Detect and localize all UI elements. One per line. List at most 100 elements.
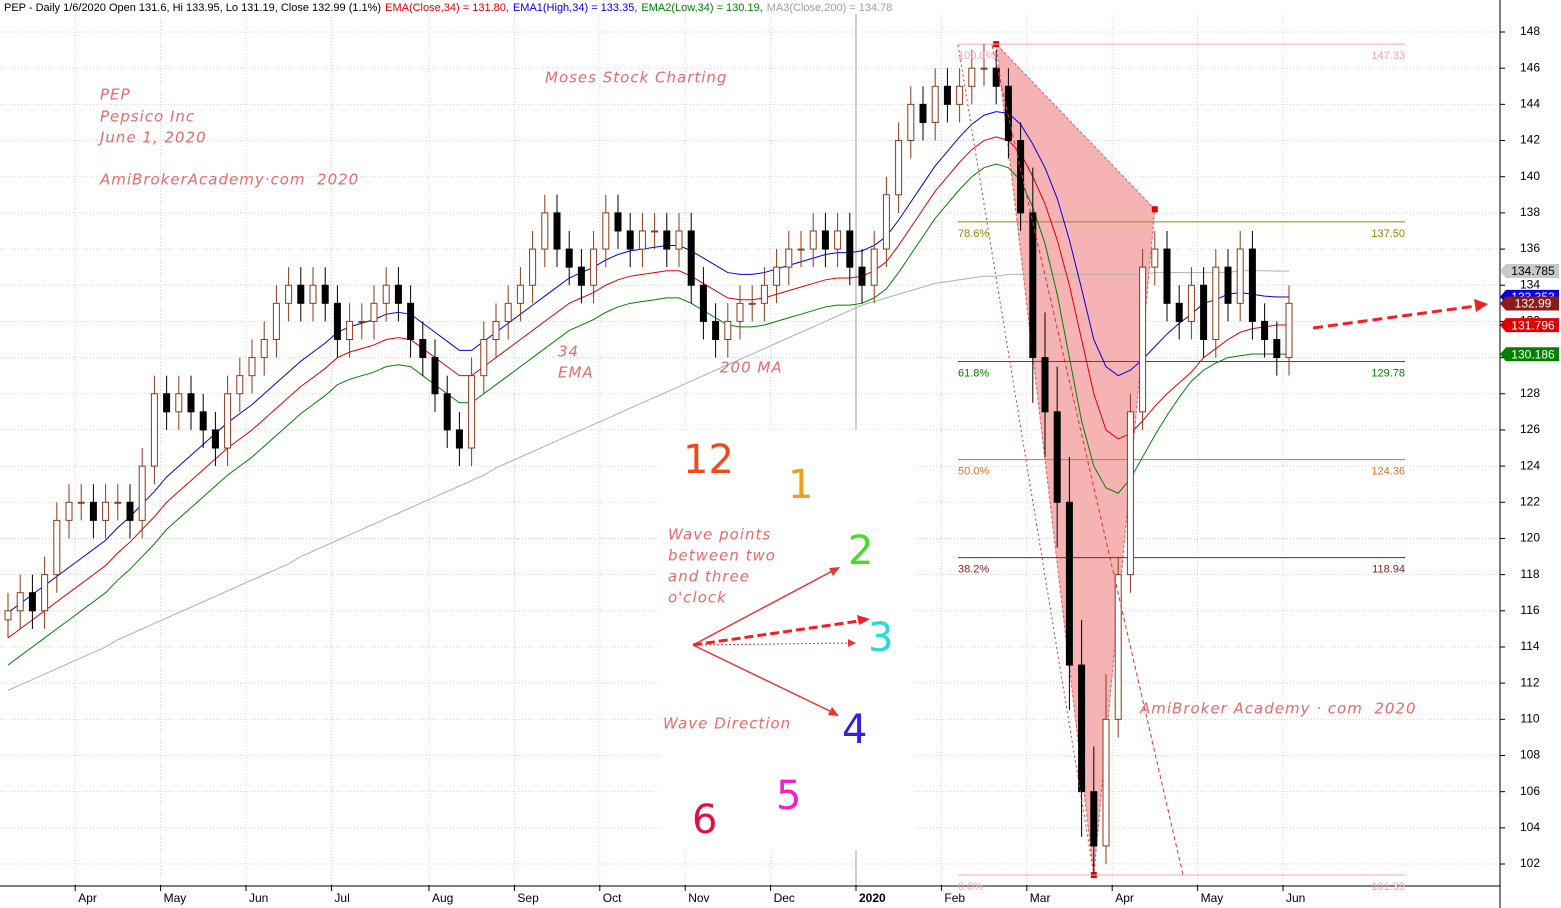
candle-body bbox=[1273, 338, 1281, 359]
candle-body bbox=[773, 266, 781, 286]
candle-body bbox=[468, 375, 476, 449]
overlay-layer bbox=[692, 44, 1488, 876]
y-tick-label: 112 bbox=[1520, 675, 1539, 689]
fib-label: 100.0% bbox=[958, 50, 996, 62]
candle-body bbox=[882, 194, 890, 250]
annotation: Moses Stock Charting bbox=[545, 69, 727, 87]
fib-label: 78.6% bbox=[958, 228, 989, 240]
y-tick-label: 136 bbox=[1520, 241, 1540, 255]
x-tick-label: Nov bbox=[688, 891, 709, 905]
y-tick-label: 146 bbox=[1520, 60, 1540, 74]
candle-body bbox=[455, 429, 463, 449]
candle-body bbox=[724, 320, 732, 340]
price-tag-label: 131.796 bbox=[1511, 318, 1555, 332]
y-tick-label: 126 bbox=[1520, 422, 1540, 436]
clock-number: 5 bbox=[776, 773, 801, 819]
header-segment: EMA1(High,34) = 133.35, bbox=[513, 2, 637, 14]
header-segment: PEP - Daily 1/6/2020 Open 131.6, Hi 133.… bbox=[4, 2, 381, 14]
clock-number: 12 bbox=[683, 437, 734, 483]
candle-body bbox=[1175, 302, 1183, 322]
candle-body bbox=[577, 266, 585, 286]
x-tick-label: Mar bbox=[1030, 891, 1051, 905]
y-tick-label: 116 bbox=[1520, 603, 1539, 617]
annotation: 34 bbox=[558, 343, 579, 361]
y-tick-label: 104 bbox=[1520, 820, 1540, 834]
arrow-head bbox=[857, 615, 870, 625]
candle-body bbox=[65, 501, 73, 521]
candle-body bbox=[736, 302, 744, 322]
candle-body bbox=[590, 248, 598, 286]
candle-body bbox=[480, 338, 488, 377]
y-tick-label: 120 bbox=[1520, 531, 1540, 545]
candle-body bbox=[407, 302, 415, 340]
x-tick-label: Sep bbox=[517, 891, 539, 905]
header-segment: EMA(Close,34) = 131.80, bbox=[385, 2, 509, 14]
candle-body bbox=[53, 519, 61, 576]
price-tag bbox=[1500, 318, 1559, 333]
arrow bbox=[692, 567, 839, 646]
arrow-head bbox=[828, 707, 839, 716]
price-tag-label: 134.785 bbox=[1511, 264, 1555, 278]
overlay-line bbox=[7, 111, 1289, 614]
candle-body bbox=[1065, 501, 1073, 666]
candle-body bbox=[858, 266, 866, 286]
y-tick-label: 114 bbox=[1520, 639, 1539, 653]
annotation: between two bbox=[668, 547, 776, 565]
candle-body bbox=[126, 501, 134, 521]
candle-body bbox=[89, 501, 97, 521]
candle-body bbox=[1004, 85, 1012, 142]
header-segment: MA3(Close,200) = 134.78 bbox=[767, 2, 893, 14]
candle-body bbox=[41, 574, 49, 612]
candle-body bbox=[443, 393, 451, 431]
candle-body bbox=[102, 501, 110, 521]
candle-body bbox=[382, 284, 390, 304]
candle-body bbox=[1017, 140, 1025, 214]
candle-body bbox=[943, 85, 951, 105]
fib-value: 124.36 bbox=[1371, 465, 1405, 477]
y-tick-label: 128 bbox=[1520, 386, 1540, 400]
candle-body bbox=[138, 465, 146, 521]
candle-body bbox=[602, 212, 610, 250]
candle-body bbox=[358, 320, 366, 323]
clock-number: 1 bbox=[788, 462, 813, 508]
clock-number: 6 bbox=[692, 797, 717, 843]
y-tick-label: 142 bbox=[1520, 133, 1540, 147]
candle-body bbox=[297, 284, 305, 304]
candle-body bbox=[1248, 248, 1256, 322]
y-tick-label: 134 bbox=[1520, 277, 1540, 291]
candle-body bbox=[248, 357, 256, 377]
x-tick-label: May bbox=[1201, 891, 1224, 905]
candle-body bbox=[77, 501, 85, 504]
candle-body bbox=[565, 248, 573, 268]
candle-body bbox=[760, 284, 768, 304]
fib-value: 101.39 bbox=[1371, 881, 1405, 893]
fib-label: 61.8% bbox=[958, 367, 989, 379]
candle-body bbox=[797, 248, 805, 251]
arrow bbox=[692, 618, 867, 647]
fib-label: 38.2% bbox=[958, 564, 989, 576]
fib-value: 137.50 bbox=[1371, 228, 1405, 240]
price-tag bbox=[1500, 296, 1559, 311]
clock-number: 4 bbox=[842, 707, 867, 753]
price-tag-label: 132.99 bbox=[1515, 297, 1552, 311]
y-tick-label: 124 bbox=[1520, 458, 1540, 472]
candle-body bbox=[1200, 284, 1208, 340]
fib-value: 129.78 bbox=[1371, 367, 1405, 379]
candle-body bbox=[175, 393, 183, 413]
candle-body bbox=[28, 592, 36, 612]
y-tick-label: 122 bbox=[1520, 494, 1540, 508]
header: PEP - Daily 1/6/2020 Open 131.6, Hi 133.… bbox=[4, 2, 892, 14]
candle-body bbox=[529, 248, 537, 286]
annotation: Wave Direction bbox=[663, 715, 791, 733]
fib-value: 147.33 bbox=[1371, 50, 1405, 62]
candle-body bbox=[236, 375, 244, 395]
candle-body bbox=[1029, 212, 1037, 359]
candle-body bbox=[419, 338, 427, 359]
candle-body bbox=[1187, 284, 1195, 322]
candle-body bbox=[333, 302, 341, 340]
arrow-head bbox=[1474, 299, 1488, 312]
annotation: 200 MA bbox=[720, 359, 783, 377]
candle-body bbox=[907, 103, 915, 142]
candle-body bbox=[553, 212, 561, 250]
